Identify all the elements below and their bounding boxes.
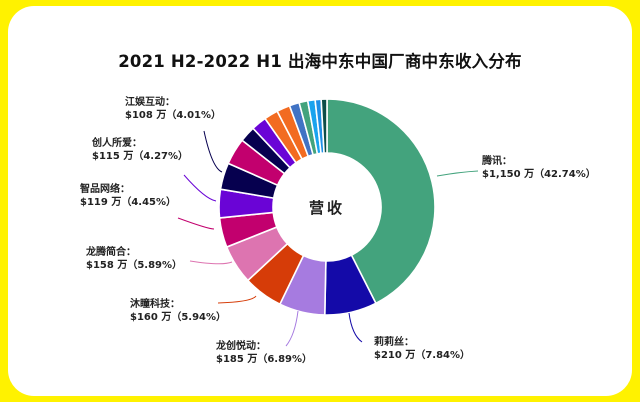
slice-name: 莉莉丝： bbox=[374, 337, 414, 348]
slice-name: 腾讯： bbox=[482, 156, 512, 167]
slice-value: $115 万（4.27%） bbox=[92, 151, 189, 162]
slice-name: 沐瞳科技： bbox=[130, 299, 180, 310]
center-label: 营收 bbox=[308, 199, 345, 217]
slice-value: $1,150 万（42.74%） bbox=[482, 169, 596, 180]
slice-value: $108 万（4.01%） bbox=[125, 110, 222, 121]
leader-line bbox=[183, 174, 217, 202]
data-label: 智品网络： $119 万（4.45%） bbox=[80, 183, 176, 209]
data-label: 龙腾简合： $158 万（5.89%） bbox=[86, 246, 182, 272]
data-label: 沐瞳科技： $160 万（5.94%） bbox=[130, 298, 226, 324]
leader-line bbox=[436, 170, 479, 177]
slice-value: $185 万（6.89%） bbox=[216, 354, 313, 365]
slice-name: 创人所爱： bbox=[92, 138, 142, 149]
donut-slice bbox=[326, 98, 436, 305]
slice-name: 龙腾简合： bbox=[86, 247, 136, 258]
data-label: 莉莉丝： $210 万（7.84%） bbox=[374, 336, 470, 362]
leader-line bbox=[177, 217, 215, 230]
slice-name: 江娱互动： bbox=[125, 97, 175, 108]
slice-value: $158 万（5.89%） bbox=[86, 260, 183, 271]
donut-slice bbox=[320, 98, 328, 154]
chart-card bbox=[8, 6, 632, 396]
leader-line bbox=[189, 260, 233, 265]
slice-value: $210 万（7.84%） bbox=[374, 350, 471, 361]
data-label: 龙创悦动： $185 万（6.89%） bbox=[216, 340, 312, 366]
slice-name: 龙创悦动： bbox=[216, 341, 266, 352]
leader-line bbox=[217, 295, 257, 304]
data-label: 腾讯： $1,150 万（42.74%） bbox=[482, 155, 596, 181]
slice-name: 智品网络： bbox=[80, 184, 130, 195]
data-label: 创人所爱： $115 万（4.27%） bbox=[92, 137, 188, 163]
leader-line bbox=[285, 310, 299, 347]
slice-value: $119 万（4.45%） bbox=[80, 197, 177, 208]
data-label: 江娱互动： $108 万（4.01%） bbox=[125, 96, 221, 122]
leader-line bbox=[203, 130, 223, 173]
chart-title: 2021 H2-2022 H1 出海中东中国厂商中东收入分布 bbox=[118, 52, 522, 71]
leader-line bbox=[348, 312, 363, 343]
slice-value: $160 万（5.94%） bbox=[130, 312, 227, 323]
